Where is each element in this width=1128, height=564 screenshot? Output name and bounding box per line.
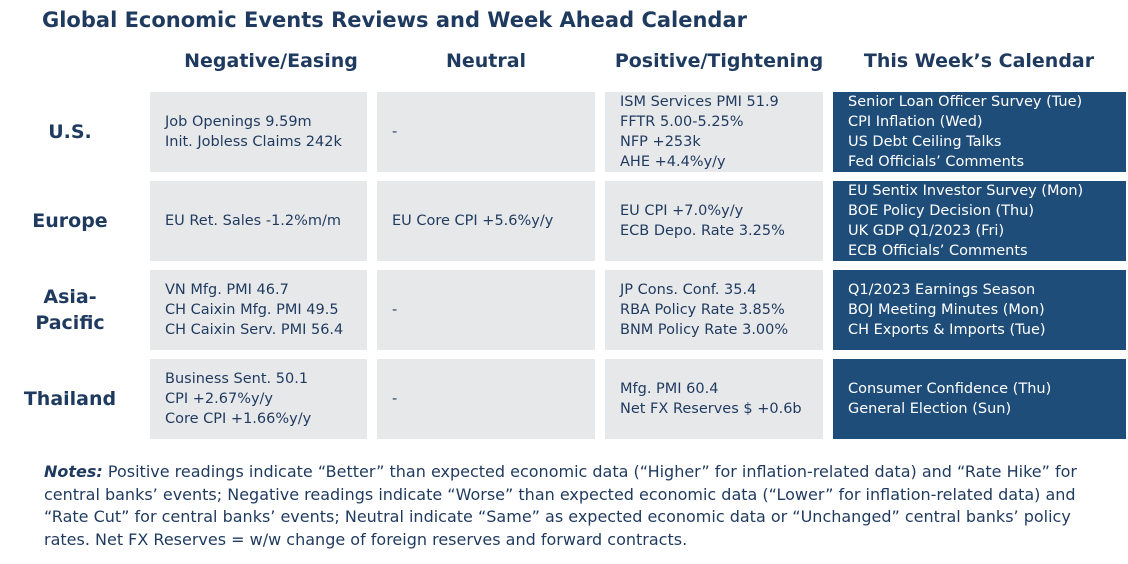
positive-item: ISM Services PMI 51.9: [620, 94, 779, 110]
neutral-cell: -: [377, 359, 595, 439]
calendar-item: CPI Inflation (Wed): [848, 114, 983, 130]
notes: Notes: Positive readings indicate “Bette…: [44, 461, 1104, 551]
calendar-cell: Consumer Confidence (Thu) General Electio…: [833, 359, 1126, 439]
page-title: Global Economic Events Reviews and Week …: [42, 8, 747, 32]
positive-item: BNM Policy Rate 3.00%: [620, 322, 789, 338]
region-label: Asia-Pacific: [35, 286, 105, 334]
positive-cell: Mfg. PMI 60.4 Net FX Reserves $ +0.6b: [605, 359, 823, 439]
column-header-calendar: This Week’s Calendar: [863, 50, 1095, 72]
positive-item: Mfg. PMI 60.4: [620, 381, 719, 397]
negative-item: EU Ret. Sales -1.2%m/m: [165, 213, 342, 229]
notes-text: Positive readings indicate “Better” than…: [44, 462, 1077, 549]
negative-cell: Job Openings 9.59m Init. Jobless Claims 2…: [150, 92, 367, 172]
negative-cell: Business Sent. 50.1 CPI +2.67%y/y Core CPI…: [150, 359, 367, 439]
region-label: U.S.: [48, 121, 92, 143]
calendar-item: ECB Officials’ Comments: [848, 243, 1028, 259]
positive-cell: EU CPI +7.0%y/y ECB Depo. Rate 3.25%: [605, 181, 823, 261]
calendar-item: BOE Policy Decision (Thu): [848, 203, 1035, 219]
calendar-cell: EU Sentix Investor Survey (Mon) BOE Polic…: [833, 181, 1126, 261]
positive-item: AHE +4.4%y/y: [620, 154, 726, 170]
column-header-negative: Negative/Easing: [184, 50, 358, 72]
notes-label: Notes:: [44, 462, 103, 481]
negative-item: CH Caixin Serv. PMI 56.4: [165, 322, 344, 338]
negative-item: Core CPI +1.66%y/y: [165, 411, 312, 427]
calendar-item: Fed Officials’ Comments: [848, 154, 1024, 170]
neutral-item: -: [392, 391, 398, 407]
calendar-item: Q1/2023 Earnings Season: [848, 282, 1036, 298]
calendar-item: US Debt Ceiling Talks: [848, 134, 1002, 150]
negative-item: CH Caixin Mfg. PMI 49.5: [165, 302, 339, 318]
negative-cell: VN Mfg. PMI 46.7 CH Caixin Mfg. PMI 49.5 C…: [150, 270, 367, 350]
positive-item: EU CPI +7.0%y/y: [620, 203, 744, 219]
positive-cell: ISM Services PMI 51.9 FFTR 5.00-5.25% NFP …: [605, 92, 823, 172]
positive-item: ECB Depo. Rate 3.25%: [620, 223, 785, 239]
positive-item: Net FX Reserves $ +0.6b: [620, 401, 802, 417]
calendar-item: Consumer Confidence (Thu): [848, 381, 1052, 397]
neutral-item: EU Core CPI +5.6%y/y: [392, 213, 554, 229]
negative-cell: EU Ret. Sales -1.2%m/m: [150, 181, 367, 261]
column-header-positive: Positive/Tightening: [614, 50, 824, 72]
calendar-cell: Senior Loan Officer Survey (Tue) CPI Infl…: [833, 92, 1126, 172]
negative-item: Job Openings 9.59m: [165, 114, 312, 130]
calendar-item: BOJ Meeting Minutes (Mon): [848, 302, 1045, 318]
negative-item: VN Mfg. PMI 46.7: [165, 282, 289, 298]
negative-item: Init. Jobless Claims 242k: [165, 134, 342, 150]
neutral-cell: -: [377, 92, 595, 172]
calendar-item: EU Sentix Investor Survey (Mon): [848, 183, 1084, 199]
positive-item: NFP +253k: [620, 134, 701, 150]
neutral-item: -: [392, 302, 398, 318]
region-label: Thailand: [23, 388, 117, 410]
calendar-item: UK GDP Q1/2023 (Fri): [848, 223, 1005, 239]
neutral-cell: -: [377, 270, 595, 350]
negative-item: Business Sent. 50.1: [165, 371, 309, 387]
calendar-cell: Q1/2023 Earnings Season BOJ Meeting Minut…: [833, 270, 1126, 350]
positive-item: FFTR 5.00-5.25%: [620, 114, 744, 130]
neutral-item: -: [392, 124, 398, 140]
region-label: Europe: [32, 210, 108, 232]
calendar-item: General Election (Sun): [848, 401, 1012, 417]
calendar-item: Senior Loan Officer Survey (Tue): [848, 94, 1083, 110]
calendar-item: CH Exports & Imports (Tue): [848, 322, 1046, 338]
column-header-neutral: Neutral: [445, 50, 527, 72]
positive-item: RBA Policy Rate 3.85%: [620, 302, 785, 318]
negative-item: CPI +2.67%y/y: [165, 391, 274, 407]
positive-item: JP Cons. Conf. 35.4: [620, 282, 757, 298]
positive-cell: JP Cons. Conf. 35.4 RBA Policy Rate 3.85%…: [605, 270, 823, 350]
neutral-cell: EU Core CPI +5.6%y/y: [377, 181, 595, 261]
